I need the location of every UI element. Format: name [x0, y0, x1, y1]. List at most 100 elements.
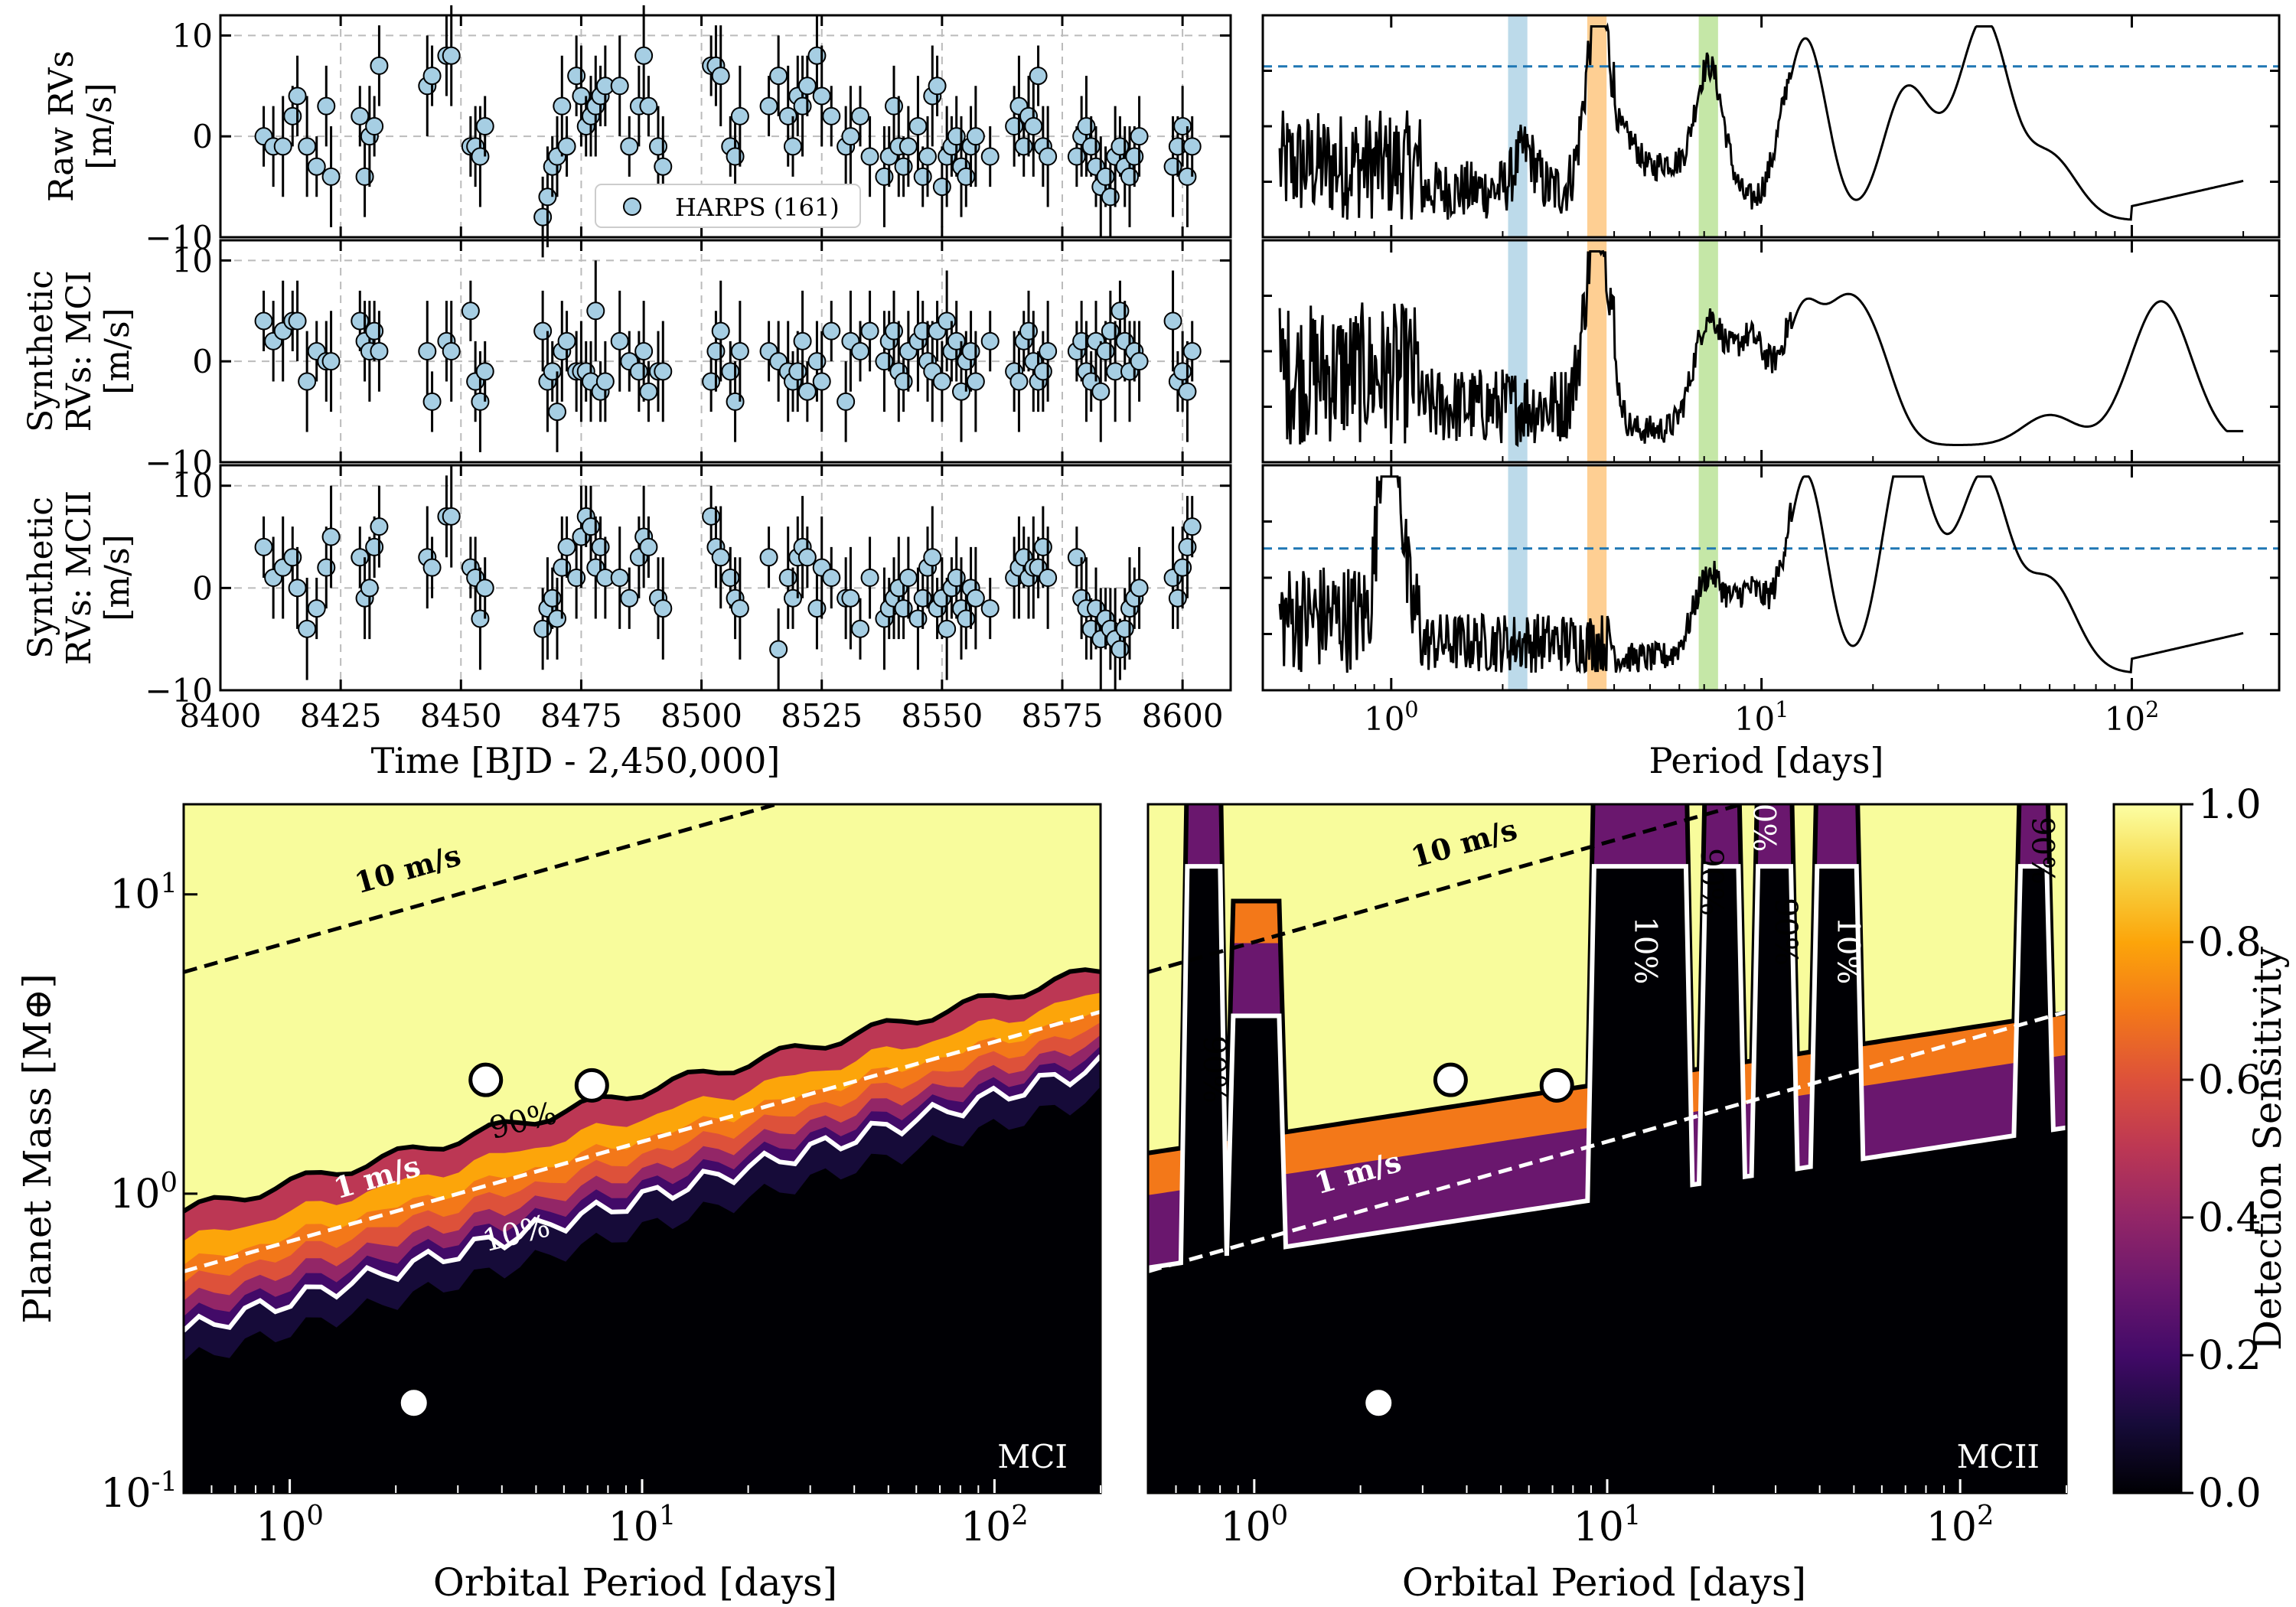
- rv-point: [730, 599, 749, 618]
- rv-point: [639, 382, 658, 401]
- rv-point: [422, 558, 442, 577]
- mcii-xlabel: Orbital Period [days]: [1402, 1560, 1806, 1605]
- rv-point: [1130, 579, 1149, 598]
- period-highlight-band: [1698, 240, 1718, 462]
- colorbar-tick-label: 0.4: [2198, 1195, 2262, 1241]
- rv-amplitude-line: [1148, 1009, 2066, 1273]
- rv-panel-raw-rvs: −10 0 10 Raw RVs [m/s] HARPS (161): [42, 5, 1232, 258]
- rv-point: [980, 147, 1000, 166]
- planet-marker: [400, 1390, 427, 1416]
- rv-point: [610, 569, 629, 587]
- colorbar: 0.0 0.2 0.4 0.6 0.8 1.0 Detection Sensitivity: [2112, 782, 2290, 1517]
- rv-point: [980, 331, 1000, 350]
- rv-point: [711, 67, 730, 86]
- mci-panel-label: MCI: [997, 1438, 1068, 1475]
- planet-marker: [574, 1068, 609, 1103]
- rv-point: [966, 127, 985, 146]
- rv-point: [273, 137, 292, 156]
- rv-point: [1163, 311, 1182, 331]
- rv-point: [1130, 127, 1149, 146]
- planet-marker: [468, 1062, 504, 1097]
- heatmap-xtick-label: 102: [960, 1500, 1029, 1550]
- rv-point: [918, 147, 937, 166]
- rv-point: [321, 527, 341, 546]
- heatmap-body: 90%90%10% 90% 10%10% 90%10 m/s1 m/s: [1148, 804, 2066, 1493]
- rv-point: [620, 137, 639, 156]
- rv-point: [298, 137, 317, 156]
- periodogram-panels: 100 101 102: [1261, 14, 2281, 738]
- rv-xlabel: Time [BJD - 2,450,000]: [371, 740, 781, 781]
- planet-marker: [1365, 1390, 1392, 1416]
- rv-point: [654, 362, 673, 381]
- rv-point: [254, 537, 273, 556]
- rv-point: [1009, 372, 1029, 391]
- heatmap-xtick-label: 100: [1220, 1500, 1288, 1550]
- rv-point: [822, 321, 841, 341]
- rv-point: [932, 372, 951, 391]
- rv-axes-frame: [219, 464, 1232, 692]
- periodogram-axes-frame: [1261, 14, 2281, 239]
- mass-ylabel: Planet Mass [M⊕]: [15, 973, 60, 1324]
- rv-point: [822, 106, 841, 125]
- rv-point: [422, 392, 442, 411]
- rv-point: [475, 117, 494, 135]
- rv-point: [1039, 147, 1058, 166]
- rv-point: [769, 640, 788, 659]
- rv-point: [928, 77, 947, 96]
- rv-point: [475, 579, 494, 598]
- rv-ytick-label: −10: [145, 444, 213, 481]
- rv-point: [586, 302, 605, 321]
- rv-point: [321, 352, 341, 371]
- rv-point: [1182, 342, 1202, 360]
- periodogram-curve: [1278, 475, 2244, 674]
- rv-ylabel-line: Raw RVs: [42, 51, 81, 202]
- rv-point: [422, 67, 442, 86]
- rv-ytick-label: 10: [172, 242, 213, 279]
- rv-point: [759, 96, 778, 116]
- rv-point: [288, 311, 307, 331]
- rv-point: [365, 117, 384, 135]
- rv-point: [812, 372, 831, 391]
- rv-point: [288, 86, 307, 106]
- periodogram-panel-2: [1261, 239, 2281, 464]
- colorbar-tick-label: 0.2: [2198, 1333, 2262, 1379]
- rv-point: [442, 46, 461, 65]
- contour-label: 90%: [2024, 817, 2060, 885]
- rv-point: [797, 77, 817, 96]
- colorbar-tick-label: 0.0: [2198, 1471, 2262, 1517]
- rv-point: [1178, 382, 1197, 401]
- rv-point: [812, 86, 831, 106]
- period-highlight-band: [1508, 15, 1528, 237]
- rv-point: [1182, 137, 1202, 156]
- rv-panel-synthetic-mcii: −10 0 10 8400 8425 8450 8475 8500 8525 8550 8575 86…: [21, 464, 1232, 735]
- rv-point: [442, 507, 461, 526]
- sensitivity-full-region: [1148, 804, 2066, 1153]
- periodogram-panel-3: 100 101 102: [1261, 464, 2281, 738]
- rv-point: [797, 548, 817, 567]
- heatmap-ytick-label: 101: [109, 868, 178, 918]
- contour-label: 90%: [1768, 898, 1803, 966]
- rv-point: [1091, 382, 1110, 401]
- legend-marker: [623, 197, 641, 216]
- planet-marker: [1433, 1062, 1468, 1097]
- rv-point: [711, 548, 730, 567]
- rv-point: [654, 599, 673, 618]
- rv-amplitude-line: [1148, 804, 1749, 974]
- rv-point: [639, 537, 658, 556]
- rv-point: [298, 619, 317, 638]
- rv-point: [860, 569, 879, 587]
- rv-point: [557, 331, 576, 350]
- rv-point: [851, 342, 869, 360]
- periodogram-xtick-label: 100: [1364, 696, 1419, 738]
- rv-point: [317, 96, 336, 116]
- rv-point: [841, 127, 860, 146]
- periodogram-panel-1: [1261, 14, 2281, 239]
- rv-point: [634, 342, 654, 360]
- rv-point: [639, 96, 658, 116]
- contour-label: 10%: [1628, 916, 1663, 984]
- rv-amplitude-line: [184, 804, 784, 974]
- legend-label: HARPS (161): [675, 193, 840, 222]
- legend-box: [595, 184, 861, 228]
- periodogram-xtick-label: 102: [2105, 696, 2160, 738]
- rv-point: [851, 106, 869, 125]
